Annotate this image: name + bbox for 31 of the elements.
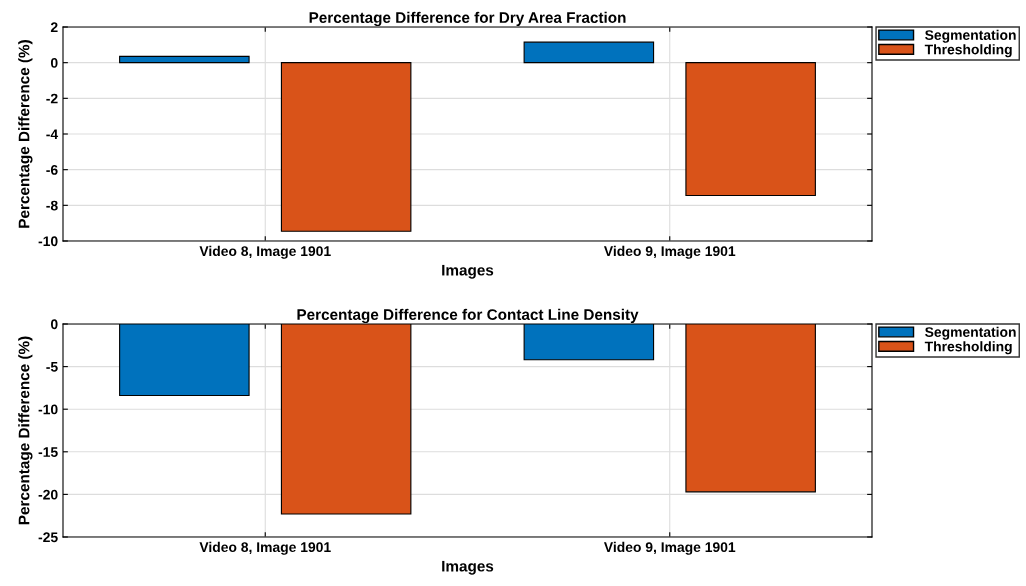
x-tick-label: Video 9, Image 1901: [603, 541, 736, 555]
x-tick-label: Video 8, Image 1901: [199, 245, 331, 259]
y-tick-label: 2: [50, 22, 58, 33]
y-axis-title: Percentage Difference (%): [18, 336, 33, 525]
y-tick-label: 0: [50, 58, 58, 68]
bar: [280, 62, 412, 232]
y-tick-label: -10: [38, 404, 58, 415]
bar: [523, 41, 655, 64]
legend-label: Segmentation: [925, 29, 1016, 43]
y-tick-label: -5: [46, 362, 58, 372]
legend-label: Thresholding: [924, 44, 1012, 58]
x-tick-label: Video 8, Image 1901: [199, 541, 331, 555]
y-tick-label: -8: [46, 200, 58, 211]
y-tick-label: -25: [38, 532, 58, 543]
legend-label: Segmentation: [925, 326, 1016, 340]
bar: [119, 55, 250, 64]
chart-title: Percentage Difference for Dry Area Fraction: [309, 11, 626, 27]
y-tick-label: -20: [38, 489, 58, 500]
bar: [685, 62, 816, 197]
x-tick-label: Video 9, Image 1901: [603, 245, 736, 259]
x-axis-title: Images: [442, 264, 494, 279]
y-tick-label: 0: [50, 319, 58, 330]
x-axis-title: Images: [442, 560, 494, 575]
y-tick-label: -6: [46, 165, 58, 175]
legend-label: Thresholding: [924, 341, 1012, 355]
y-axis-title: Percentage Difference (%): [18, 40, 33, 228]
y-tick-label: -4: [46, 129, 59, 140]
chart-title: Percentage Difference for Contact Line Density: [297, 308, 639, 324]
y-tick-label: -2: [46, 93, 58, 104]
y-tick-label: -15: [38, 447, 58, 457]
y-tick-label: -10: [38, 236, 58, 247]
